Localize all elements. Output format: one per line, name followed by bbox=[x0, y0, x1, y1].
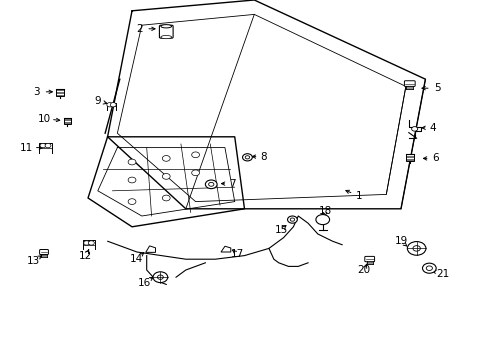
Text: 15: 15 bbox=[274, 225, 287, 235]
Circle shape bbox=[205, 180, 217, 189]
Text: 18: 18 bbox=[318, 206, 331, 216]
Text: 8: 8 bbox=[260, 152, 267, 162]
Polygon shape bbox=[145, 246, 155, 252]
Text: 11: 11 bbox=[20, 143, 34, 153]
FancyBboxPatch shape bbox=[56, 89, 63, 96]
Circle shape bbox=[412, 246, 420, 251]
FancyBboxPatch shape bbox=[364, 256, 374, 262]
Text: 5: 5 bbox=[433, 83, 440, 93]
Text: 16: 16 bbox=[137, 278, 151, 288]
Text: 19: 19 bbox=[393, 236, 407, 246]
Circle shape bbox=[290, 218, 294, 221]
Text: 1: 1 bbox=[355, 191, 362, 201]
Circle shape bbox=[128, 199, 136, 204]
Circle shape bbox=[426, 266, 431, 270]
Circle shape bbox=[242, 154, 252, 161]
Circle shape bbox=[191, 170, 199, 176]
Polygon shape bbox=[221, 246, 230, 252]
Text: 4: 4 bbox=[428, 123, 435, 133]
Text: 7: 7 bbox=[228, 179, 235, 189]
Text: 12: 12 bbox=[79, 251, 92, 261]
Circle shape bbox=[157, 275, 163, 279]
Text: 17: 17 bbox=[230, 249, 244, 259]
Circle shape bbox=[287, 216, 297, 223]
FancyBboxPatch shape bbox=[159, 25, 173, 38]
Ellipse shape bbox=[161, 24, 171, 28]
Circle shape bbox=[153, 272, 167, 283]
Text: 21: 21 bbox=[435, 269, 448, 279]
Text: 14: 14 bbox=[129, 254, 142, 264]
Circle shape bbox=[128, 159, 136, 165]
Circle shape bbox=[110, 103, 116, 107]
Text: 9: 9 bbox=[94, 96, 101, 106]
FancyBboxPatch shape bbox=[405, 154, 413, 161]
Circle shape bbox=[106, 103, 112, 107]
FancyBboxPatch shape bbox=[64, 118, 71, 123]
Circle shape bbox=[45, 143, 51, 148]
Text: 6: 6 bbox=[431, 153, 438, 163]
Circle shape bbox=[244, 156, 249, 159]
Text: 2: 2 bbox=[136, 24, 142, 34]
Ellipse shape bbox=[161, 35, 171, 39]
FancyBboxPatch shape bbox=[404, 81, 414, 86]
Circle shape bbox=[315, 215, 329, 225]
Text: 3: 3 bbox=[33, 87, 40, 97]
Text: 10: 10 bbox=[38, 114, 50, 124]
Circle shape bbox=[208, 183, 213, 186]
Circle shape bbox=[422, 263, 435, 273]
Circle shape bbox=[88, 241, 94, 245]
Text: 20: 20 bbox=[357, 265, 370, 275]
Circle shape bbox=[162, 174, 170, 179]
Circle shape bbox=[162, 156, 170, 161]
Circle shape bbox=[411, 127, 417, 131]
Circle shape bbox=[162, 195, 170, 201]
FancyBboxPatch shape bbox=[40, 249, 48, 255]
Circle shape bbox=[83, 241, 89, 245]
Text: 13: 13 bbox=[26, 256, 40, 266]
Circle shape bbox=[407, 242, 425, 255]
Circle shape bbox=[191, 152, 199, 158]
Circle shape bbox=[40, 143, 46, 148]
Circle shape bbox=[128, 177, 136, 183]
